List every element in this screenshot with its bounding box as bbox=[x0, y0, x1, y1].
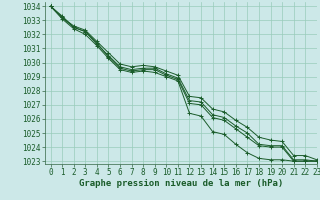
X-axis label: Graphe pression niveau de la mer (hPa): Graphe pression niveau de la mer (hPa) bbox=[79, 179, 283, 188]
